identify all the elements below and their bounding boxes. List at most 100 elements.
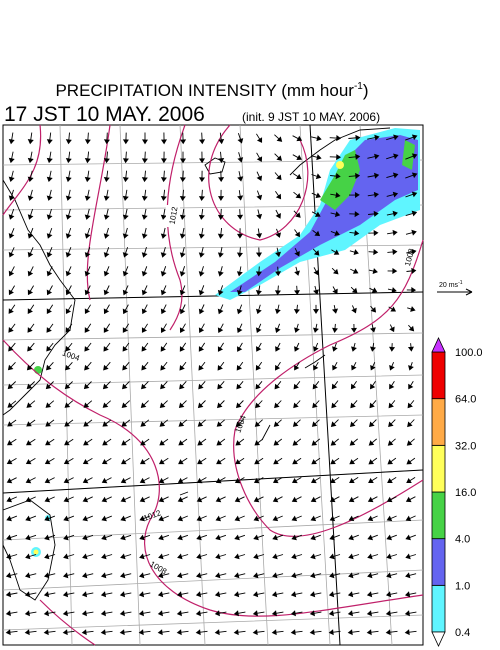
wind-arrow: [46, 304, 54, 315]
wind-arrow: [63, 477, 74, 484]
wind-arrow: [179, 227, 186, 239]
wind-arrow: [196, 534, 208, 541]
wind-arrow: [274, 153, 283, 161]
wind-arrow: [350, 419, 358, 427]
wind-arrow: [388, 306, 397, 312]
wind-arrow: [234, 515, 245, 522]
wind-arrow: [195, 572, 208, 579]
wind-arrow: [84, 361, 92, 371]
wind-arrow: [256, 228, 263, 239]
wind-arrow: [46, 208, 53, 220]
wind-arrow: [84, 151, 91, 164]
wind-arrow: [237, 171, 244, 182]
wind-arrow: [176, 572, 189, 579]
wind-arrow: [65, 266, 72, 277]
wind-arrow: [235, 457, 245, 465]
wind-arrow: [198, 151, 205, 164]
rain-area: [402, 140, 415, 170]
wind-arrow: [348, 153, 361, 160]
wind-arrow: [406, 457, 416, 465]
wind-arrow: [328, 610, 341, 617]
wind-arrow: [214, 610, 227, 617]
wind-arrow: [179, 246, 186, 258]
wind-arrow: [275, 191, 282, 200]
wind-arrow: [176, 591, 189, 598]
wind-arrow: [160, 208, 167, 220]
wind-arrow: [292, 154, 302, 160]
wind-arrow: [389, 324, 395, 333]
wind-scale-label: 20 ms-1: [439, 280, 463, 289]
wind-arrow: [215, 534, 227, 541]
wind-arrow: [103, 342, 111, 352]
wind-arrow: [103, 361, 111, 371]
wind-arrow: [65, 247, 72, 258]
wind-arrow: [8, 132, 15, 145]
wind-arrow: [103, 323, 111, 333]
wind-arrow: [406, 477, 416, 484]
wind-arrow: [83, 438, 93, 446]
wind-arrow: [236, 266, 243, 277]
wind-arrow: [103, 285, 110, 296]
wind-arrow: [255, 266, 262, 277]
wind-arrow: [198, 227, 205, 239]
wind-arrow: [198, 285, 205, 296]
wind-arrow: [387, 248, 398, 255]
wind-arrow: [236, 304, 243, 315]
wind-arrow: [122, 342, 130, 352]
wind-arrow: [256, 152, 263, 162]
wind-arrow: [179, 151, 187, 164]
wind-arrow: [25, 515, 37, 522]
wind-arrow: [330, 230, 340, 236]
wind-arrow: [6, 438, 17, 446]
wind-arrow: [101, 515, 112, 522]
wind-arrow: [272, 534, 284, 541]
wind-arrow: [332, 361, 338, 371]
wind-arrow: [386, 515, 397, 522]
wind-arrow: [368, 438, 377, 446]
wind-arrow: [216, 419, 225, 427]
wind-arrow: [84, 247, 91, 258]
wind-arrow: [406, 286, 417, 294]
wind-arrow: [158, 496, 169, 503]
wind-arrow: [293, 381, 301, 390]
wind-arrow: [160, 266, 167, 277]
wind-arrow: [64, 438, 74, 446]
wind-arrow: [349, 230, 360, 237]
wind-arrow: [217, 266, 224, 277]
wind-arrow: [81, 610, 94, 617]
wind-arrow: [237, 209, 244, 220]
wind-arrow: [255, 285, 262, 296]
wind-arrow: [160, 132, 167, 145]
wind-arrow: [27, 323, 35, 333]
wind-arrow: [294, 323, 300, 333]
wind-arrow: [234, 534, 246, 541]
wind-arrow: [408, 362, 414, 371]
wind-arrow: [310, 572, 322, 579]
colorbar-label: 100.0: [455, 347, 483, 359]
wind-arrow: [65, 132, 72, 145]
wind-arrow: [275, 228, 282, 238]
wind-arrow: [405, 515, 416, 522]
wind-arrow: [103, 132, 110, 145]
wind-arrow: [292, 438, 302, 446]
colorbar-label: 16.0: [455, 487, 476, 499]
wind-arrow: [332, 323, 338, 333]
wind-arrow: [217, 285, 224, 296]
wind-arrow: [120, 534, 132, 541]
wind-arrow: [291, 496, 302, 503]
wind-arrow: [46, 170, 53, 183]
wind-arrow: [198, 246, 205, 258]
wind-arrow: [160, 170, 167, 183]
wind-arrow: [141, 304, 148, 315]
wind-arrow: [367, 553, 379, 560]
wind-arrow: [215, 496, 226, 503]
wind-arrow: [369, 400, 377, 409]
wind-arrow: [290, 610, 303, 617]
wind-arrow: [179, 381, 187, 390]
wind-arrow: [141, 342, 149, 352]
wind-arrow: [348, 515, 359, 522]
wind-arrow: [65, 189, 72, 201]
wind-arrow: [141, 170, 148, 183]
wind-arrow: [84, 132, 91, 145]
wind-arrow: [46, 227, 53, 239]
